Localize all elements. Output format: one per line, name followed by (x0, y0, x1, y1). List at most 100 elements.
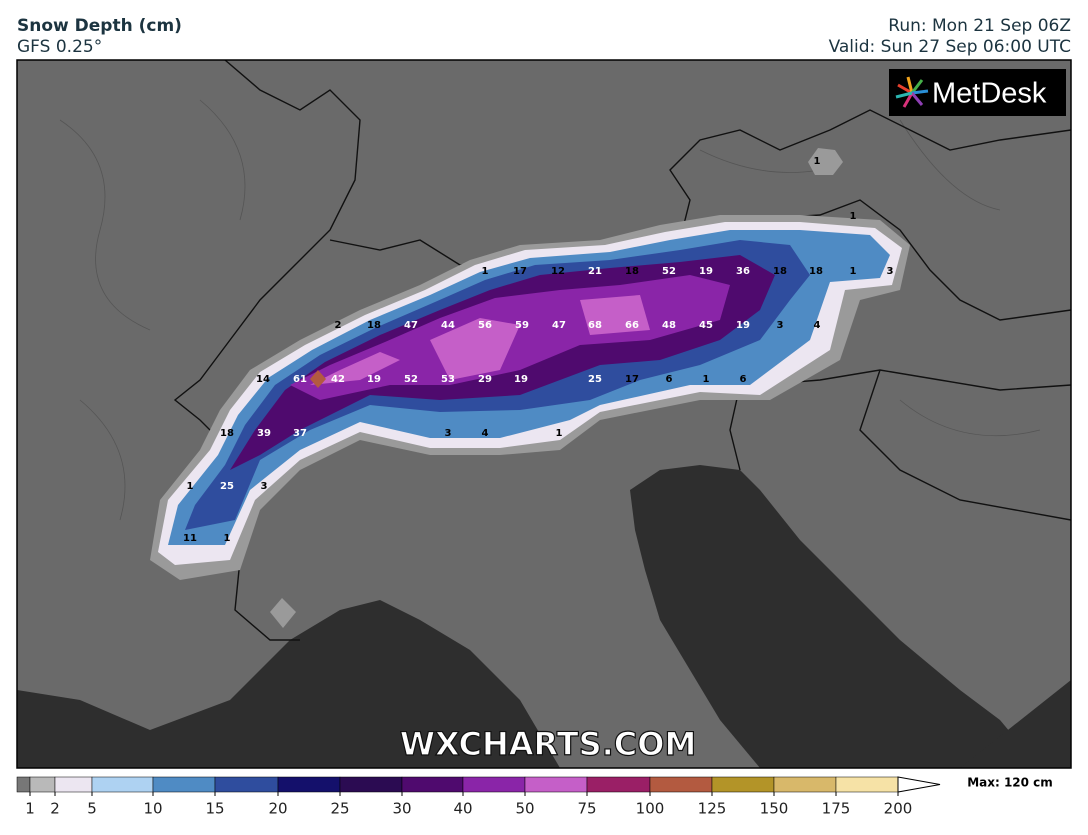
run: Run: Mon 21 Sep 06Z (888, 16, 1071, 36)
snow-label: 1 (850, 266, 857, 277)
snow-label: 21 (588, 266, 602, 277)
snow-label: 44 (441, 320, 455, 331)
colorbar-label: 150 (760, 800, 789, 818)
colorbar: 1 2 5 10 15 20 25 30 40 50 75 100 125 150 175 200 (16, 776, 941, 818)
snow-label: 3 (887, 266, 894, 277)
snow-label: 3 (261, 481, 268, 492)
map-frame (16, 59, 1072, 769)
river (59, 99, 1041, 521)
snow-label: 52 (404, 374, 418, 385)
snow-label: 39 (257, 428, 271, 439)
sea (960, 680, 1071, 768)
colorbar-label: 125 (698, 800, 727, 818)
snow-label: 19 (367, 374, 381, 385)
snow-label: 19 (514, 374, 528, 385)
title: Snow Depth (cm) (17, 16, 182, 36)
snow-label: 4 (482, 428, 489, 439)
snow-label: 3 (445, 428, 452, 439)
colorbar-bin (773, 776, 837, 793)
sea (630, 465, 1040, 768)
snow-label: 6 (666, 374, 673, 385)
valid: Valid: Sun 27 Sep 06:00 UTC (829, 37, 1071, 57)
sea (17, 600, 560, 768)
snow-label: 52 (662, 266, 676, 277)
colorbar-bin (214, 776, 279, 793)
snow-label: 47 (552, 320, 566, 331)
colorbar-bin (91, 776, 154, 793)
max-label: Max: 120 cm (967, 776, 1053, 790)
colorbar-bin (29, 776, 56, 793)
colorbar-bin (524, 776, 588, 793)
snow-label: 47 (404, 320, 418, 331)
colorbar-label: 15 (205, 800, 224, 818)
snow-label: 25 (588, 374, 602, 385)
snow-label: 6 (740, 374, 747, 385)
snow-label: 3 (777, 320, 784, 331)
snow-label: 2 (335, 320, 342, 331)
logo: MetDesk (932, 78, 1047, 110)
watermark: WXCHARTS.COM (400, 725, 697, 763)
colorbar-bin (462, 776, 526, 793)
snow-label: 18 (220, 428, 234, 439)
snow-label: 19 (736, 320, 750, 331)
map: 111 17 12 21 18 52 19 36 18 18 1 32 18 47 44 56 59 47 68 66… (17, 60, 1071, 768)
snow-label: 18 (773, 266, 787, 277)
colorbar-bin (835, 776, 899, 793)
snow-label: 42 (331, 374, 345, 385)
colorbar-label: 5 (87, 800, 97, 818)
snow-label: 29 (478, 374, 492, 385)
snow-label: 48 (662, 320, 676, 331)
colorbar-label: 50 (515, 800, 534, 818)
colorbar-label: 200 (884, 800, 913, 818)
colorbar-over (897, 776, 941, 793)
colorbar-bin (711, 776, 775, 793)
snow-label: 17 (513, 266, 527, 277)
colorbar-bin (586, 776, 651, 793)
snow-label: 25 (220, 481, 234, 492)
colorbar-bin (54, 776, 93, 793)
snow-label: 1 (850, 211, 857, 222)
colorbar-label: 2 (50, 800, 60, 818)
snow-area (808, 148, 843, 175)
snow-label: 68 (588, 320, 602, 331)
colorbar-bin (277, 776, 341, 793)
snow-label: 12 (551, 266, 565, 277)
snow-label: 1 (556, 428, 563, 439)
snow-label: 18 (625, 266, 639, 277)
snow-area (310, 295, 650, 385)
colorbar-label: 1 (25, 800, 35, 818)
snow-label: 1 (224, 533, 231, 544)
colorbar-label: 175 (822, 800, 851, 818)
colorbar-label: 25 (330, 800, 349, 818)
colorbar-bin (401, 776, 464, 793)
colorbar-label: 40 (453, 800, 472, 818)
snow-label: 14 (256, 374, 270, 385)
model: GFS 0.25° (17, 37, 102, 57)
snow-area (270, 598, 296, 628)
colorbar-label: 20 (268, 800, 287, 818)
snow-label: 1 (187, 481, 194, 492)
snow-label: 1 (703, 374, 710, 385)
snow-label: 17 (625, 374, 639, 385)
colorbar-bin (339, 776, 403, 793)
snow-label: 18 (367, 320, 381, 331)
snow-label: 45 (699, 320, 713, 331)
snow-area (310, 370, 326, 388)
snow-label: 53 (441, 374, 455, 385)
colorbar-bin (649, 776, 713, 793)
snow-label: 11 (183, 533, 197, 544)
snow-label: 66 (625, 320, 639, 331)
logo-box: MetDesk (889, 69, 1066, 116)
snow-label: 56 (478, 320, 492, 331)
colorbar-label: 10 (143, 800, 162, 818)
snow-label: 19 (699, 266, 713, 277)
snow-label: 59 (515, 320, 529, 331)
snow-label: 1 (482, 266, 489, 277)
snow-label: 36 (736, 266, 750, 277)
snow-label: 61 (293, 374, 307, 385)
colorbar-label: 100 (636, 800, 665, 818)
colorbar-under (16, 776, 31, 793)
snow-label: 37 (293, 428, 307, 439)
